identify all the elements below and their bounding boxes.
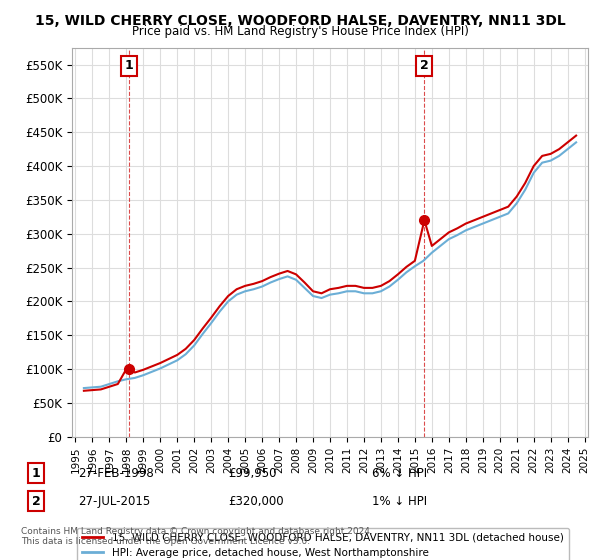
- Text: Contains HM Land Registry data © Crown copyright and database right 2024.
This d: Contains HM Land Registry data © Crown c…: [21, 526, 373, 546]
- Text: 15, WILD CHERRY CLOSE, WOODFORD HALSE, DAVENTRY, NN11 3DL: 15, WILD CHERRY CLOSE, WOODFORD HALSE, D…: [35, 14, 565, 28]
- Text: 1: 1: [124, 59, 133, 72]
- Text: Price paid vs. HM Land Registry's House Price Index (HPI): Price paid vs. HM Land Registry's House …: [131, 25, 469, 38]
- Text: 1: 1: [32, 466, 40, 480]
- Text: £320,000: £320,000: [228, 494, 284, 508]
- Text: 27-FEB-1998: 27-FEB-1998: [78, 466, 154, 480]
- Text: 1% ↓ HPI: 1% ↓ HPI: [372, 494, 427, 508]
- Text: 2: 2: [420, 59, 429, 72]
- Legend: 15, WILD CHERRY CLOSE, WOODFORD HALSE, DAVENTRY, NN11 3DL (detached house), HPI:: 15, WILD CHERRY CLOSE, WOODFORD HALSE, D…: [77, 528, 569, 560]
- Text: £99,950: £99,950: [228, 466, 277, 480]
- Text: 2: 2: [32, 494, 40, 508]
- Text: 27-JUL-2015: 27-JUL-2015: [78, 494, 150, 508]
- Text: 6% ↓ HPI: 6% ↓ HPI: [372, 466, 427, 480]
